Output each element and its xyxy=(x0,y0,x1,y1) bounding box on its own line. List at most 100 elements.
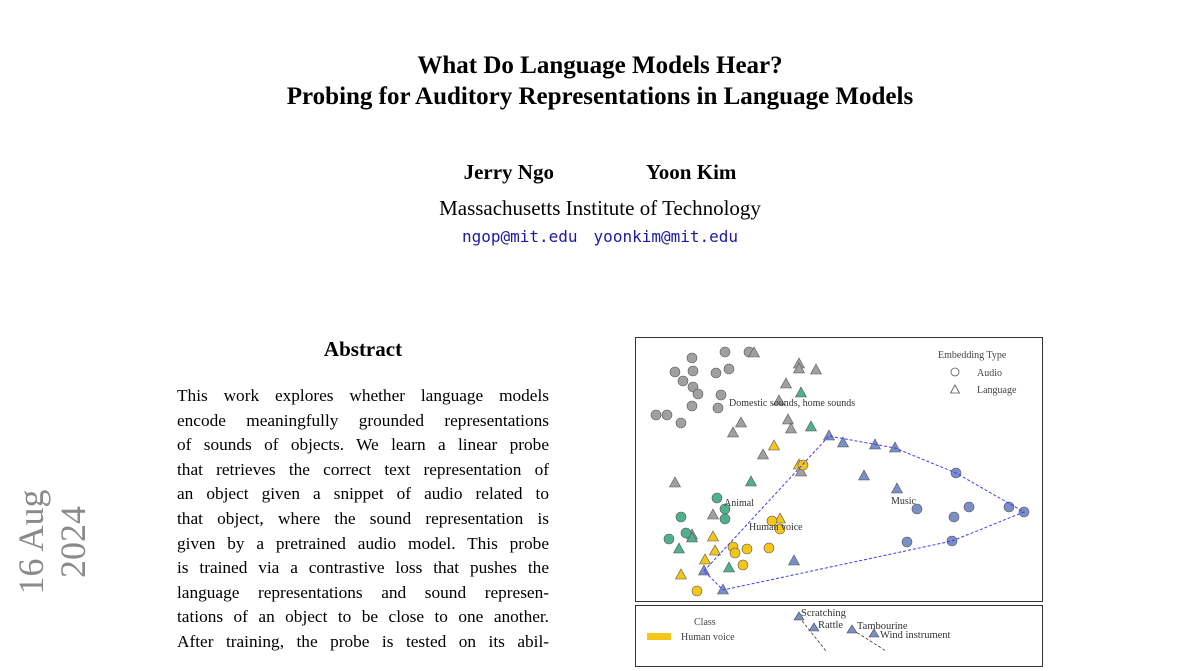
abstract-line: of sounds of objects. We learn a linear … xyxy=(177,435,549,455)
audio-point xyxy=(687,365,699,377)
audio-point xyxy=(691,585,703,597)
audio-point xyxy=(901,536,913,548)
abstract-line: This work explores whether language mode… xyxy=(177,386,549,405)
language-point xyxy=(697,564,711,576)
affiliation: Massachusetts Institute of Technology xyxy=(439,196,761,220)
legend-language: Language xyxy=(977,385,1017,396)
label-scratching: Scratching xyxy=(801,608,847,619)
language-point xyxy=(836,436,850,448)
class-plot: Scratching Rattle Tambourine Wind instru… xyxy=(647,608,951,652)
audio-point xyxy=(710,367,722,379)
audio-point xyxy=(737,559,749,571)
audio-point xyxy=(663,533,675,545)
audio-point xyxy=(963,501,975,513)
language-point xyxy=(744,475,758,487)
abstract-line: that retrieves the correct text represen… xyxy=(177,459,549,479)
language-point xyxy=(706,508,720,520)
language-point xyxy=(794,386,808,398)
audio-point xyxy=(729,547,741,559)
author-2: Yoon Kim xyxy=(645,160,737,184)
connector-line xyxy=(798,616,827,652)
audio-point xyxy=(741,543,753,555)
abstract-heading: Abstract xyxy=(323,337,403,361)
language-point xyxy=(706,530,720,542)
audio-point xyxy=(686,400,698,412)
audio-point xyxy=(711,492,723,504)
audio-point xyxy=(774,523,786,535)
language-point xyxy=(787,554,801,566)
audio-point xyxy=(715,389,727,401)
legend-audio: Audio xyxy=(977,368,1002,379)
email-1[interactable]: ngop@mit.edu xyxy=(461,227,578,246)
language-point xyxy=(716,583,730,595)
audio-point xyxy=(719,513,731,525)
language-point xyxy=(781,413,795,425)
audio-point xyxy=(669,366,681,378)
abstract-line: is trained via a contrastive loss that p… xyxy=(177,558,549,578)
audio-point xyxy=(675,511,687,523)
point-wind-instrument xyxy=(868,628,880,638)
audio-point xyxy=(680,527,692,539)
language-point xyxy=(809,363,823,375)
language-point xyxy=(708,544,722,556)
legend-title: Embedding Type xyxy=(938,350,1007,361)
author-1: Jerry Ngo xyxy=(463,160,554,184)
language-point xyxy=(734,416,748,428)
language-point xyxy=(890,482,904,494)
legend-human-voice: Human voice xyxy=(681,632,735,643)
language-point xyxy=(672,542,686,554)
point-tambourine xyxy=(846,624,858,634)
legend-circle-icon xyxy=(950,367,960,377)
language-point xyxy=(822,429,836,441)
language-point xyxy=(726,426,740,438)
title-line-1: What Do Language Models Hear? xyxy=(417,52,783,79)
label-wind-instrument: Wind instrument xyxy=(880,630,951,641)
audio-point xyxy=(686,352,698,364)
language-point xyxy=(767,439,781,451)
label-tambourine: Tambourine xyxy=(857,621,908,632)
cluster-label-domestic: Domestic sounds, home sounds xyxy=(729,398,855,409)
abstract-line: language representations and sound repre… xyxy=(177,582,549,602)
title-line-2: Probing for Auditory Representations in … xyxy=(286,83,914,110)
music-hull-outline xyxy=(703,435,1026,591)
language-point xyxy=(857,469,871,481)
audio-point xyxy=(675,417,687,429)
language-point xyxy=(792,362,806,374)
arxiv-date-stamp: 16 Aug 2024 xyxy=(11,489,93,595)
abstract-line: that object, where the sound representat… xyxy=(177,508,549,528)
audio-point xyxy=(677,375,689,387)
point-rattle xyxy=(808,622,820,632)
audio-point xyxy=(763,542,775,554)
scatter-plot: Domestic sounds, home sounds Animal Huma… xyxy=(650,346,1030,597)
audio-point xyxy=(661,409,673,421)
legend-triangle-icon xyxy=(949,384,961,394)
language-point xyxy=(804,420,818,432)
language-point xyxy=(674,568,688,580)
language-point xyxy=(794,465,808,477)
cluster-label-animal: Animal xyxy=(724,498,754,509)
audio-point xyxy=(766,515,778,527)
class-legend-title: Class xyxy=(694,617,716,628)
abstract-body: This work explores whether language mode… xyxy=(177,384,549,655)
audio-point xyxy=(948,511,960,523)
abstract-line: encode meaningfully grounded representat… xyxy=(177,410,549,430)
abstract-line: After training, the probe is tested on i… xyxy=(177,631,549,651)
language-point xyxy=(747,346,761,358)
language-point xyxy=(698,553,712,565)
abstract-line: given by a pretrained audio model. This … xyxy=(177,533,549,553)
authors: Jerry Ngo Yoon Kim xyxy=(0,160,1200,185)
cluster-label-music: Music xyxy=(891,496,917,507)
paper-title: What Do Language Models Hear? Probing fo… xyxy=(0,50,1200,112)
audio-point xyxy=(911,503,923,515)
audio-point xyxy=(650,409,662,421)
abstract-line: tations of an object to be close to one … xyxy=(177,607,549,627)
email-2[interactable]: yoonkim@mit.edu xyxy=(593,227,739,246)
cluster-label-human-voice: Human voice xyxy=(749,522,803,533)
legend-swatch-human-voice xyxy=(647,633,671,640)
audio-point xyxy=(692,388,704,400)
language-point xyxy=(722,561,736,573)
language-point xyxy=(756,448,770,460)
language-point xyxy=(772,394,786,406)
language-point xyxy=(779,377,793,389)
language-point xyxy=(888,441,902,453)
